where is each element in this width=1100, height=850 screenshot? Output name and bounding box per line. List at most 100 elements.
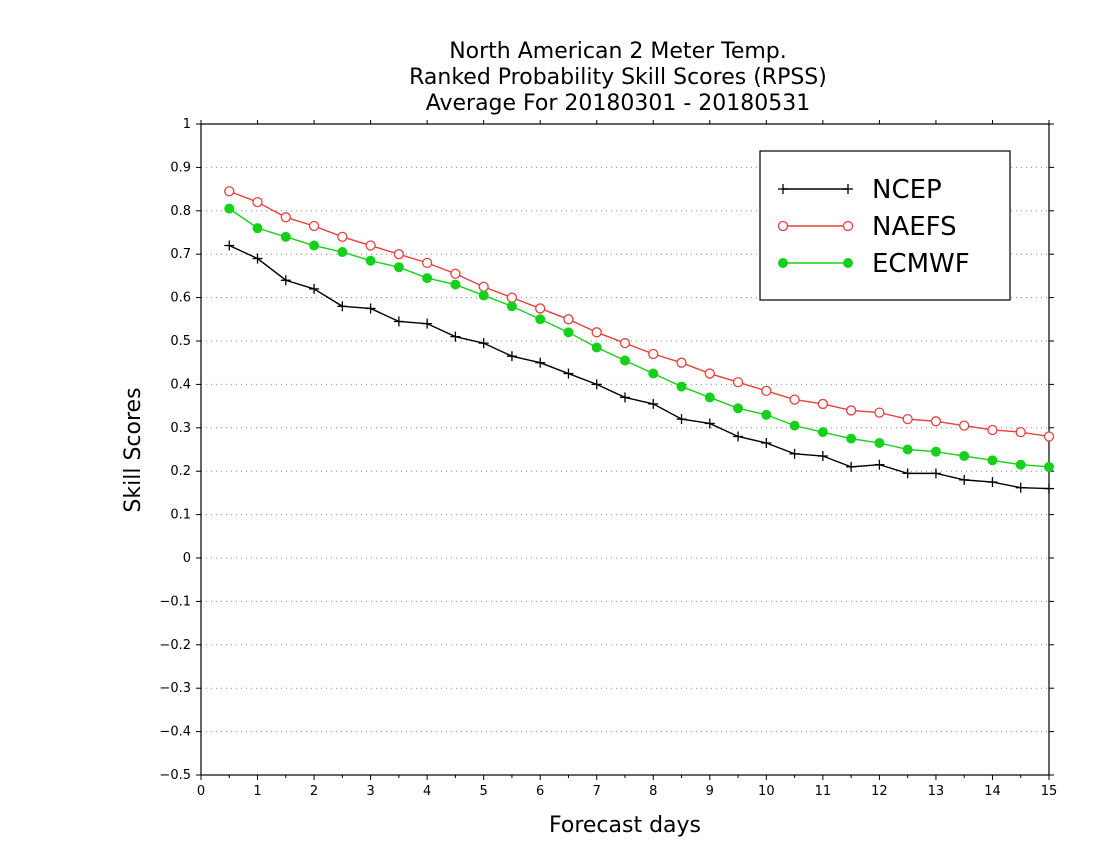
y-tick-label: 0: [183, 551, 191, 566]
x-tick-label: 6: [536, 784, 544, 799]
plot-frame: [200, 123, 1050, 776]
legend-marker-ecmwf: [843, 258, 853, 268]
naefs-point: [421, 257, 433, 269]
ncep-point: [563, 368, 574, 379]
ncep-point: [506, 351, 517, 362]
naefs-point: [450, 268, 461, 279]
naefs-point: [930, 416, 942, 427]
ecmwf-point: [309, 240, 320, 251]
ecmwf-point: [1015, 459, 1026, 470]
ncep-point: [902, 468, 913, 479]
naefs-point: [704, 368, 715, 379]
chart-title-line-1: North American 2 Meter Temp.: [449, 39, 787, 64]
naefs-point: [563, 314, 574, 325]
legend-marker-naefs: [777, 220, 789, 232]
ncep-point: [648, 398, 659, 409]
naefs-point: [845, 405, 857, 416]
naefs-point: [789, 394, 800, 405]
naefs-point: [478, 281, 489, 292]
naefs-point: [506, 292, 518, 303]
ecmwf-point: [591, 342, 602, 353]
ncep-point: [846, 461, 857, 472]
ncep-point: [704, 418, 715, 429]
naefs-point: [393, 249, 405, 260]
naefs-point: [365, 240, 376, 251]
ecmwf-point: [393, 262, 404, 273]
x-tick-label: 15: [1041, 784, 1058, 799]
y-tick-label: −0.1: [159, 594, 191, 609]
chart-title-line-2: Ranked Probability Skill Scores (RPSS): [409, 65, 827, 90]
ncep-point: [987, 477, 998, 488]
naefs-point: [761, 385, 772, 397]
ncep-point: [450, 331, 461, 342]
x-tick-label: 11: [815, 784, 832, 799]
ecmwf-point: [535, 314, 546, 325]
ncep-point: [620, 392, 630, 403]
y-tick-label: 0.1: [170, 508, 191, 523]
ncep-point: [959, 474, 970, 485]
ncep-point: [789, 448, 800, 459]
naefs-point: [535, 303, 546, 314]
ncep-point: [224, 240, 235, 251]
chart-title-line-3: Average For 20180301 - 20180531: [426, 91, 811, 116]
ecmwf-point: [817, 427, 828, 438]
ecmwf-point: [874, 437, 885, 448]
ecmwf-point: [224, 203, 235, 214]
ecmwf-point: [676, 381, 687, 392]
y-tick-label: 0.8: [170, 204, 191, 219]
naefs-point: [337, 231, 348, 242]
y-tick-label: 0.2: [170, 464, 191, 479]
x-tick-label: 1: [253, 784, 261, 799]
naefs-point: [1015, 426, 1026, 438]
legend: NCEP NAEFS ECMWF: [759, 150, 1011, 301]
chart-title: North American 2 Meter Temp. Ranked Prob…: [409, 39, 827, 116]
y-tick-label: −0.5: [159, 768, 191, 783]
y-tick-label: 1: [183, 117, 191, 132]
x-axis-title: Forecast days: [549, 813, 701, 838]
ncep-point: [252, 253, 263, 264]
y-tick-label: 0.9: [170, 160, 191, 175]
ecmwf-point: [733, 403, 744, 414]
series-naefs: [224, 186, 1055, 442]
ncep-point: [676, 414, 687, 425]
legend-marker-ncep: [843, 184, 853, 194]
ecmwf-point: [365, 255, 376, 266]
y-tick-label: −0.2: [159, 638, 191, 653]
ncep-point: [874, 459, 885, 470]
ncep-point: [535, 357, 546, 368]
ecmwf-point: [789, 420, 800, 431]
naefs-point: [1043, 431, 1055, 442]
ecmwf-point: [620, 355, 630, 366]
ecmwf-point: [761, 409, 772, 420]
x-tick-label: 13: [928, 784, 945, 799]
ncep-point: [280, 275, 291, 286]
x-tick-label: 3: [366, 784, 374, 799]
y-tick-label: −0.3: [159, 681, 191, 696]
x-tick-label: 9: [706, 784, 714, 799]
x-tick-label: 10: [758, 784, 775, 799]
ecmwf-point: [704, 392, 715, 403]
naefs-point: [224, 186, 235, 197]
y-tick-label: 0.4: [170, 377, 191, 392]
x-tick-label: 4: [423, 784, 431, 799]
ncep-point: [733, 431, 744, 442]
ncep-point: [365, 303, 376, 314]
ecmwf-point: [478, 290, 489, 301]
naefs-point: [874, 407, 885, 418]
ncep-point: [309, 283, 320, 294]
ecmwf-point: [648, 368, 659, 379]
ecmwf-point: [902, 444, 913, 455]
ncep-point: [393, 316, 404, 327]
ncep-point: [761, 437, 772, 448]
series-ecmwf: [224, 203, 1054, 472]
data-series: [224, 186, 1055, 494]
naefs-point: [817, 398, 829, 410]
naefs-point: [252, 196, 263, 208]
ecmwf-point: [563, 327, 574, 338]
x-tick-label: 8: [649, 784, 657, 799]
ecmwf-point: [450, 279, 461, 290]
ecmwf-point: [987, 455, 998, 466]
ecmwf-point: [506, 301, 517, 312]
naefs-point: [591, 327, 602, 338]
